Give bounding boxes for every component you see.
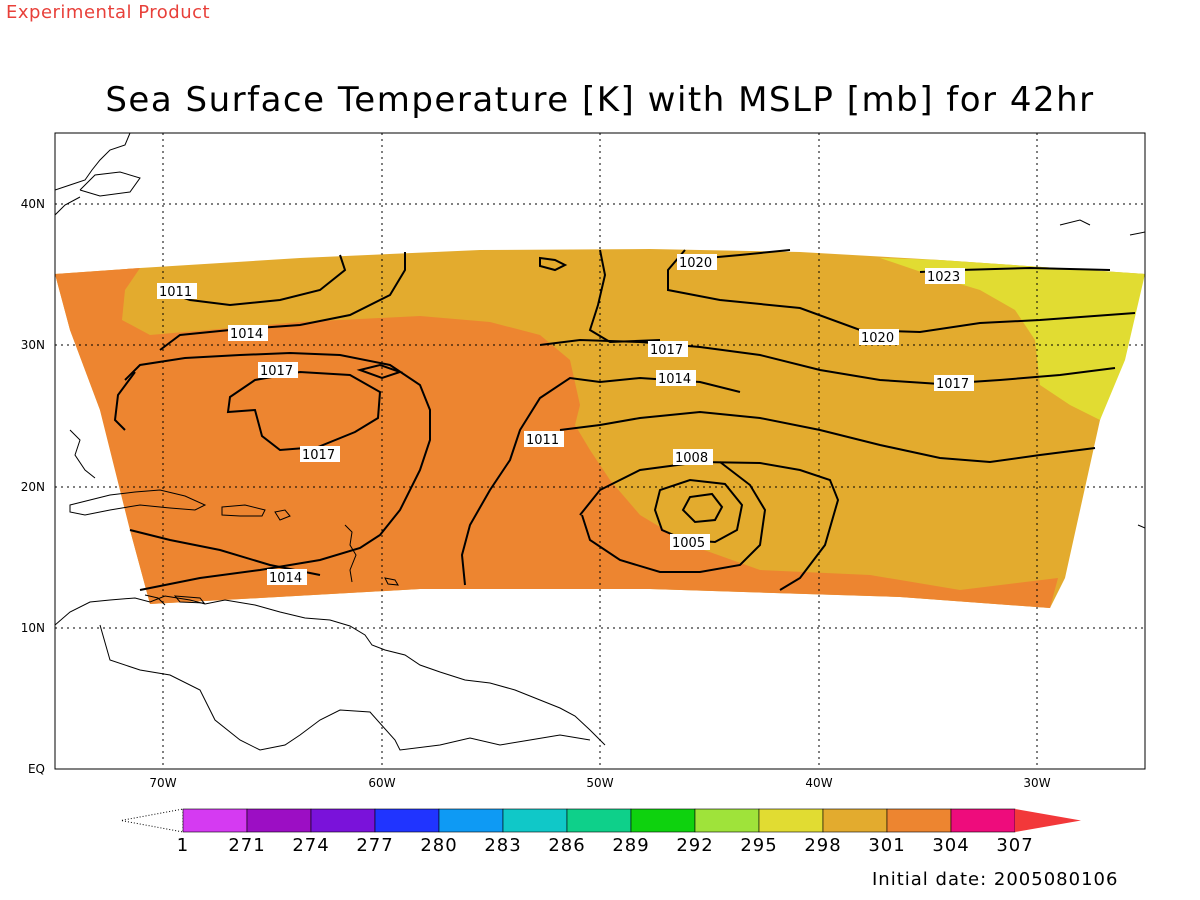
svg-text:1020: 1020 bbox=[861, 331, 894, 346]
lon-tick-label: 60W bbox=[368, 776, 395, 790]
colorbar-label: 286 bbox=[548, 835, 585, 856]
colorbar-label: 1 bbox=[177, 835, 189, 856]
contour-label: 1014 bbox=[656, 370, 696, 387]
initial-date: Initial date: 2005080106 bbox=[872, 869, 1119, 890]
svg-text:1014: 1014 bbox=[658, 372, 691, 387]
colorbar-label: 283 bbox=[484, 835, 521, 856]
contour-label: 1014 bbox=[228, 325, 268, 342]
svg-text:1017: 1017 bbox=[936, 377, 969, 392]
colorbar-swatch bbox=[182, 808, 248, 833]
latitude-ticks: EQ 10N 20N 30N 40N bbox=[21, 197, 45, 776]
experimental-product-label: Experimental Product bbox=[6, 2, 211, 23]
contour-label: 1020 bbox=[859, 329, 899, 346]
svg-text:1014: 1014 bbox=[230, 327, 263, 342]
graticule bbox=[55, 133, 1145, 769]
coastlines bbox=[55, 133, 1145, 751]
lat-tick-label: 40N bbox=[21, 197, 45, 211]
lon-tick-label: 50W bbox=[586, 776, 613, 790]
svg-text:1023: 1023 bbox=[927, 270, 960, 285]
colorbar-swatch bbox=[822, 808, 888, 833]
colorbar-swatch bbox=[630, 808, 696, 833]
longitude-ticks: 70W 60W 50W 40W 30W bbox=[149, 776, 1050, 790]
svg-text:1017: 1017 bbox=[260, 364, 293, 379]
colorbar-label: 292 bbox=[676, 835, 713, 856]
svg-text:1014: 1014 bbox=[269, 571, 302, 586]
colorbar-label: 304 bbox=[932, 835, 969, 856]
colorbar-high-arrow bbox=[1015, 809, 1081, 832]
colorbar-label: 301 bbox=[868, 835, 905, 856]
chart-title: Sea Surface Temperature [K] with MSLP [m… bbox=[105, 80, 1095, 120]
colorbar-swatch bbox=[886, 808, 952, 833]
lon-tick-label: 40W bbox=[805, 776, 832, 790]
svg-text:1011: 1011 bbox=[526, 433, 559, 448]
contour-label: 1017 bbox=[258, 362, 298, 379]
svg-text:1005: 1005 bbox=[672, 536, 705, 551]
colorbar-label: 274 bbox=[292, 835, 329, 856]
lat-tick-label: EQ bbox=[28, 762, 45, 776]
colorbar: 1 271 274 277 280 283 286 289 292 295 298 301 304 307 bbox=[120, 808, 1081, 856]
lat-tick-label: 10N bbox=[21, 621, 45, 635]
colorbar-swatch bbox=[694, 808, 760, 833]
contour-label: 1008 bbox=[673, 449, 713, 466]
colorbar-low-arrow bbox=[120, 808, 184, 833]
map-plot-area bbox=[55, 133, 1145, 769]
contour-label: 1005 bbox=[670, 534, 710, 551]
svg-text:1008: 1008 bbox=[675, 451, 708, 466]
lat-tick-label: 30N bbox=[21, 338, 45, 352]
sst-field-295-298 bbox=[880, 258, 1145, 420]
plot-frame bbox=[54, 132, 1146, 770]
colorbar-swatch bbox=[438, 808, 504, 833]
colorbar-swatch bbox=[246, 808, 312, 833]
contour-label: 1014 bbox=[267, 569, 307, 586]
contour-label: 1011 bbox=[524, 431, 564, 448]
colorbar-label: 289 bbox=[612, 835, 649, 856]
mslp-contours bbox=[113, 249, 1136, 591]
contour-label: 1011 bbox=[157, 283, 197, 300]
colorbar-swatch bbox=[950, 808, 1016, 833]
colorbar-label: 277 bbox=[356, 835, 393, 856]
svg-text:1017: 1017 bbox=[302, 448, 335, 463]
lon-tick-label: 30W bbox=[1023, 776, 1050, 790]
colorbar-label: 298 bbox=[804, 835, 841, 856]
colorbar-swatch bbox=[374, 808, 440, 833]
colorbar-label: 271 bbox=[228, 835, 265, 856]
colorbar-label: 307 bbox=[996, 835, 1033, 856]
contour-labels: 1011 1014 1017 1017 1011 1008 1005 1014 … bbox=[157, 254, 974, 586]
colorbar-swatch bbox=[758, 808, 824, 833]
lat-tick-label: 20N bbox=[21, 480, 45, 494]
colorbar-swatch bbox=[310, 808, 376, 833]
contour-label: 1017 bbox=[648, 341, 688, 358]
svg-text:1017: 1017 bbox=[650, 343, 683, 358]
colorbar-label: 280 bbox=[420, 835, 457, 856]
svg-text:1020: 1020 bbox=[679, 256, 712, 271]
contour-label: 1017 bbox=[300, 446, 340, 463]
contour-label: 1023 bbox=[925, 268, 965, 285]
svg-text:1011: 1011 bbox=[159, 285, 192, 300]
colorbar-swatch bbox=[502, 808, 568, 833]
lon-tick-label: 70W bbox=[149, 776, 176, 790]
colorbar-swatch bbox=[566, 808, 632, 833]
contour-label: 1017 bbox=[934, 375, 974, 392]
colorbar-label: 295 bbox=[740, 835, 777, 856]
contour-label: 1020 bbox=[677, 254, 717, 271]
